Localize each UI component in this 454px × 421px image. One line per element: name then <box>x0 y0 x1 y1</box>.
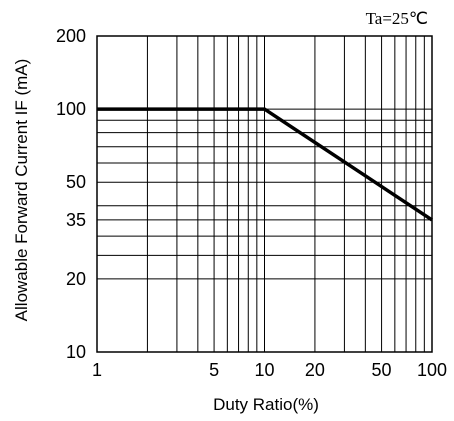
plot-frame <box>96 35 433 353</box>
y-tick-label: 50 <box>66 172 86 192</box>
x-tick-label: 50 <box>372 360 392 380</box>
grid <box>96 35 433 353</box>
x-axis-label: Duty Ratio(%) <box>213 395 319 414</box>
y-tick-label: 35 <box>66 210 86 230</box>
y-tick-label: 200 <box>56 26 86 46</box>
y-tick-labels: 10 20 35 50 100 200 <box>56 26 86 362</box>
y-tick-label: 10 <box>66 342 86 362</box>
series-layer <box>97 107 433 222</box>
temperature-annotation: Ta=25℃ <box>366 9 428 28</box>
x-tick-label: 100 <box>417 360 447 380</box>
y-tick-label: 100 <box>56 99 86 119</box>
y-tick-label: 20 <box>66 269 86 289</box>
current-derating-line <box>97 107 433 222</box>
y-axis-label: Allowable Forward Current IF (mA) <box>12 59 31 322</box>
x-tick-labels: 1 5 10 20 50 100 <box>92 360 447 380</box>
x-tick-label: 10 <box>254 360 274 380</box>
x-tick-label: 5 <box>209 360 219 380</box>
x-tick-label: 1 <box>92 360 102 380</box>
x-tick-label: 20 <box>305 360 325 380</box>
